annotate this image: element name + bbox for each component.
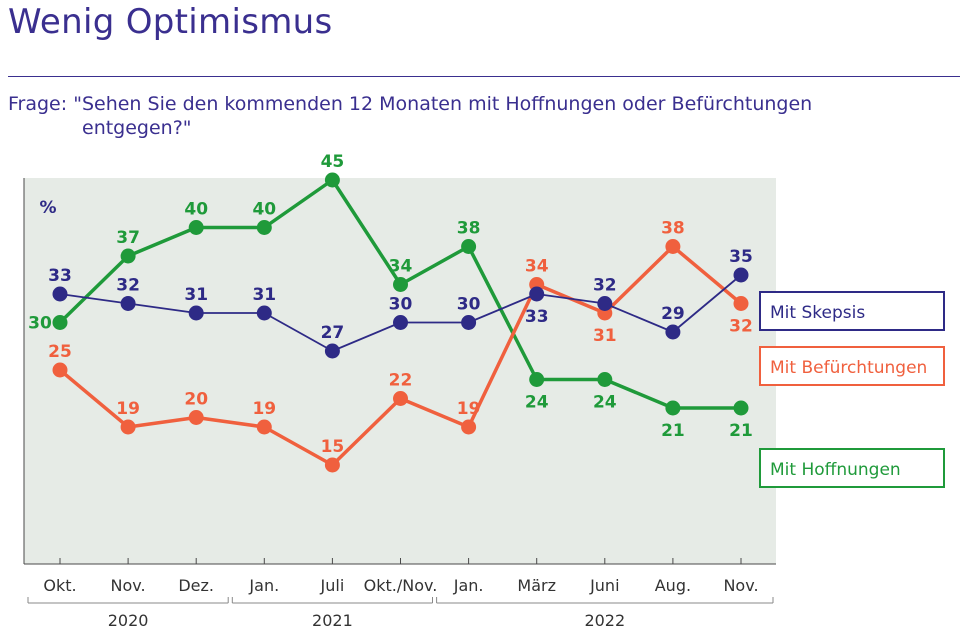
data-label: 25: [48, 342, 72, 362]
data-label: 33: [48, 266, 72, 286]
x-tick-label: Juli: [320, 576, 345, 595]
data-point: [188, 220, 204, 235]
data-point: [393, 277, 408, 292]
data-label: 20: [184, 390, 208, 410]
question-text: Frage: "Sehen Sie den kommenden 12 Monat…: [8, 92, 908, 140]
legend-item: [759, 291, 945, 331]
data-point: [461, 419, 477, 435]
data-point: [52, 362, 68, 378]
data-point: [393, 391, 408, 406]
data-point: [188, 410, 204, 425]
data-label: 33: [525, 307, 549, 327]
data-label: 21: [729, 421, 753, 441]
data-label: 22: [389, 371, 413, 391]
legend-label: Mit Skepsis: [770, 303, 865, 323]
question-prefix: Frage:: [8, 93, 74, 115]
x-tick-label: März: [517, 576, 556, 595]
x-tick-label: Jan.: [453, 576, 484, 595]
data-point: [324, 457, 340, 473]
legend-item: [759, 448, 945, 488]
title-divider: [8, 76, 960, 77]
data-label: 38: [457, 219, 481, 239]
data-point: [256, 220, 272, 235]
year-label: 2020: [108, 611, 149, 630]
data-point: [52, 315, 68, 330]
legend-label: Mit Hoffnungen: [770, 460, 901, 480]
data-point: [188, 305, 204, 321]
data-label: 34: [525, 257, 549, 277]
year-label: 2021: [312, 611, 353, 630]
legend-item: [759, 346, 945, 386]
data-point: [256, 305, 272, 321]
data-point: [665, 324, 681, 340]
data-point: [120, 419, 136, 435]
data-label: 30: [389, 295, 413, 315]
data-label: 21: [661, 421, 685, 441]
data-point: [733, 267, 749, 283]
data-point: [733, 400, 749, 416]
x-tick-label: Juni: [589, 576, 619, 595]
data-point: [120, 296, 136, 311]
data-label: 27: [321, 323, 345, 343]
data-point: [52, 286, 68, 302]
data-point: [597, 372, 613, 387]
data-label: 24: [593, 393, 617, 413]
data-point: [393, 315, 408, 330]
data-label: 31: [184, 285, 208, 305]
x-tick-label: Nov.: [111, 576, 146, 595]
data-label: 34: [389, 257, 413, 277]
x-tick-label: Okt.: [43, 576, 76, 595]
data-label: 32: [729, 317, 753, 337]
data-point: [461, 239, 477, 254]
x-tick-label: Jan.: [248, 576, 279, 595]
data-label: 19: [457, 399, 481, 419]
data-point: [733, 296, 749, 311]
data-label: 38: [661, 219, 685, 239]
data-point: [665, 239, 681, 254]
page-title: Wenig Optimismus: [8, 2, 333, 42]
data-point: [529, 372, 545, 387]
year-label: 2022: [584, 611, 625, 630]
data-point: [120, 248, 136, 264]
data-label: 19: [116, 399, 140, 419]
data-label: 29: [661, 304, 685, 324]
data-label: 24: [525, 393, 549, 413]
data-label: 40: [184, 200, 208, 220]
data-label: 35: [729, 247, 753, 267]
x-tick-label: Nov.: [723, 576, 758, 595]
data-label: 32: [593, 276, 617, 296]
unit-label: %: [39, 198, 56, 218]
data-label: 45: [321, 152, 345, 172]
x-tick-label: Okt./Nov.: [364, 576, 438, 595]
data-label: 31: [593, 326, 617, 346]
data-point: [324, 172, 340, 188]
data-label: 32: [116, 276, 140, 296]
data-point: [529, 286, 545, 302]
question-line-1: "Sehen Sie den kommenden 12 Monaten mit …: [73, 93, 813, 115]
plot-background: [24, 178, 776, 564]
data-label: 37: [116, 228, 140, 248]
data-point: [461, 315, 477, 330]
data-label: 30: [28, 314, 52, 334]
data-point: [324, 343, 340, 359]
data-label: 31: [252, 285, 276, 305]
question-line-2: entgegen?": [82, 117, 192, 139]
legend-label: Mit Befürchtungen: [770, 358, 927, 378]
x-tick-label: Dez.: [178, 576, 214, 595]
data-label: 19: [252, 399, 276, 419]
x-tick-label: Aug.: [655, 576, 691, 595]
data-label: 40: [252, 200, 276, 220]
data-label: 15: [321, 437, 345, 457]
data-point: [597, 296, 613, 311]
data-point: [665, 400, 681, 416]
data-label: 30: [457, 295, 481, 315]
data-point: [256, 419, 272, 435]
